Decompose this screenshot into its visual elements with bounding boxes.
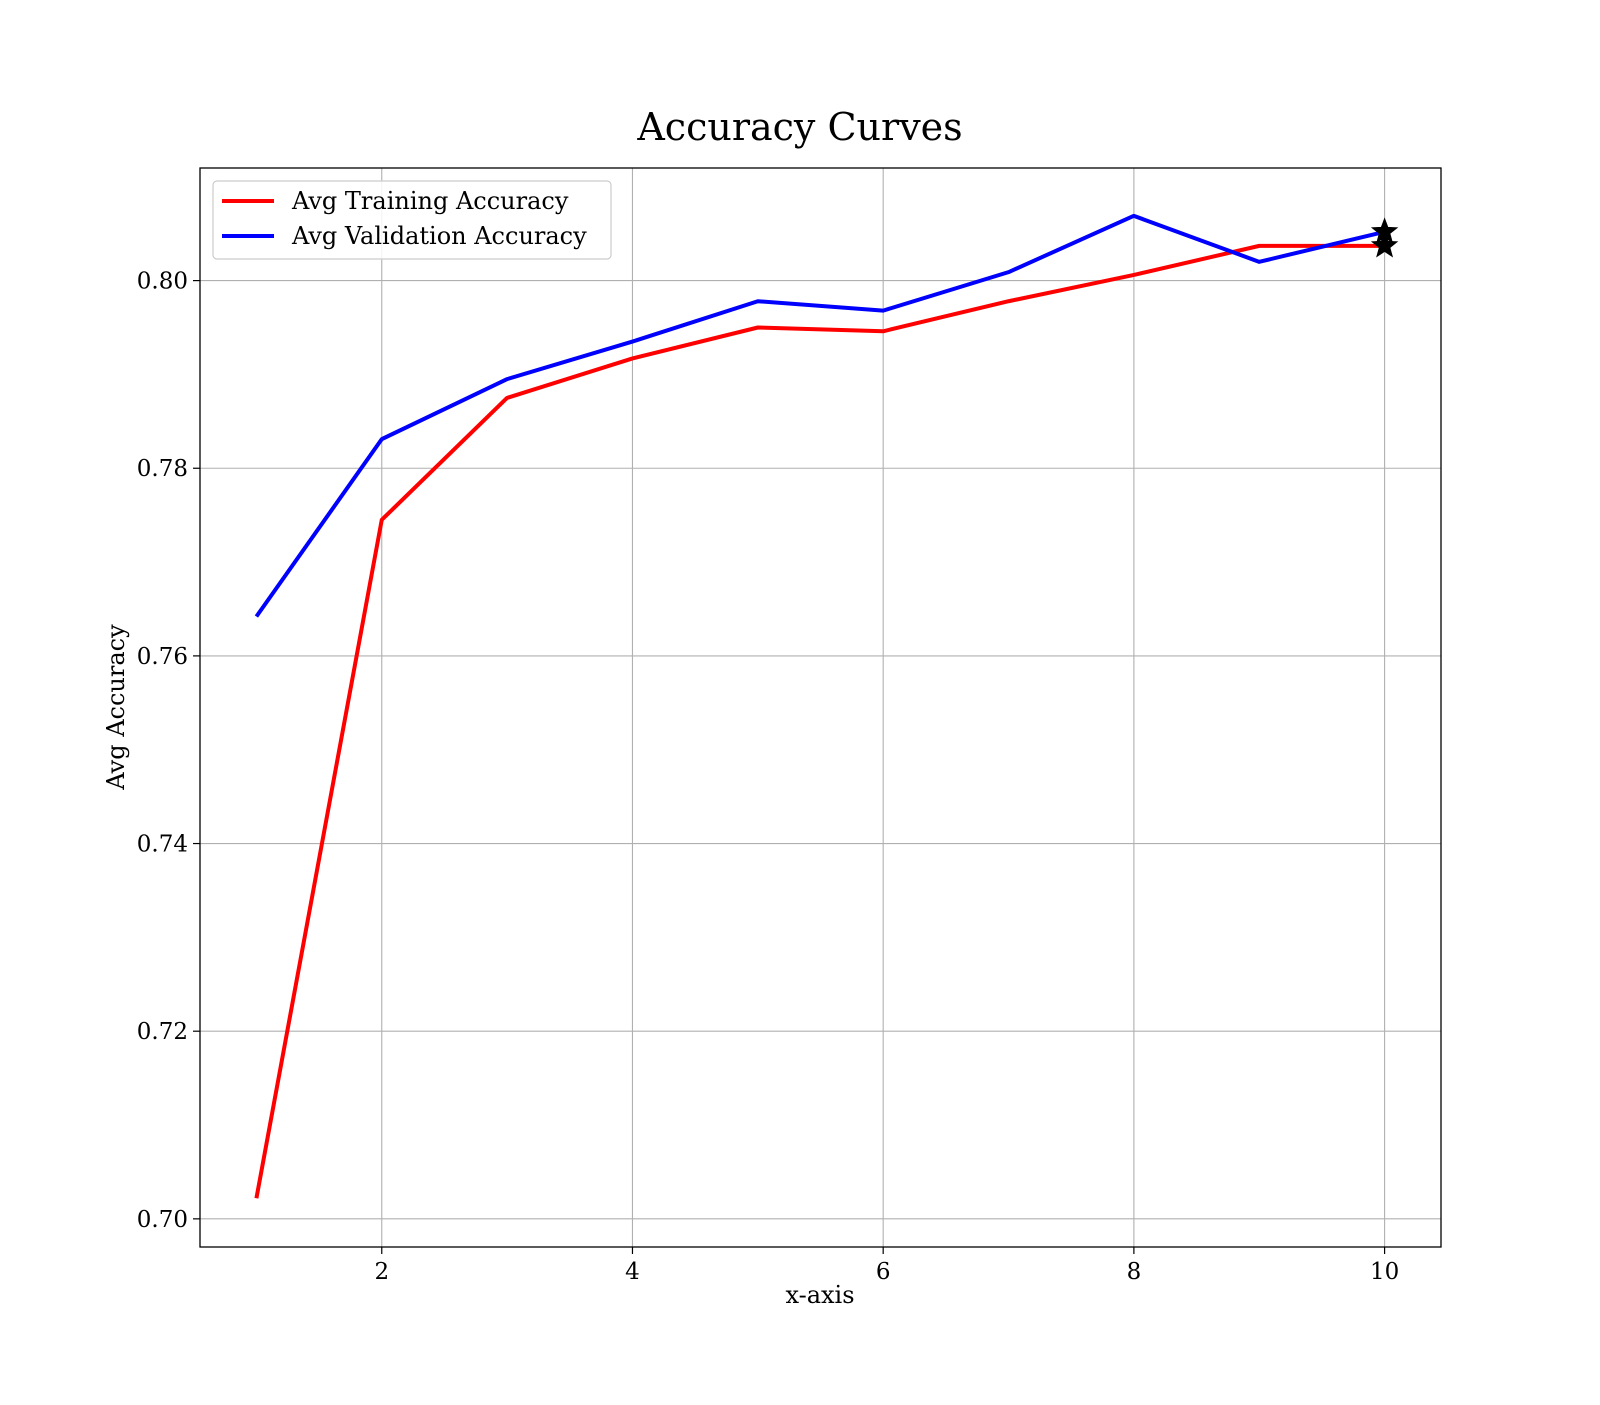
legend-label-training: Avg Training Accuracy <box>291 187 569 215</box>
grid <box>200 168 1441 1247</box>
y-tick-label: 0.74 <box>137 832 188 858</box>
x-tick-label: 6 <box>876 1259 891 1285</box>
y-tick-label: 0.72 <box>137 1019 188 1045</box>
y-tick-label: 0.70 <box>137 1207 188 1233</box>
legend: Avg Training Accuracy Avg Validation Acc… <box>212 180 612 260</box>
y-axis-label: Avg Accuracy <box>102 624 130 791</box>
y-tick-label: 0.76 <box>137 644 188 670</box>
x-tick-label: 8 <box>1127 1259 1142 1285</box>
x-ticks: 2 4 6 8 10 <box>374 1247 1399 1285</box>
validation-accuracy-line <box>254 213 1386 618</box>
series-lines <box>254 213 1386 1199</box>
y-tick-label: 0.80 <box>137 269 188 295</box>
x-tick-label: 4 <box>625 1259 640 1285</box>
legend-label-validation: Avg Validation Accuracy <box>291 222 587 250</box>
chart-title: Accuracy Curves <box>636 105 962 149</box>
plot-frame <box>199 167 1442 1248</box>
x-tick-label: 2 <box>374 1259 389 1285</box>
markers <box>1370 217 1399 258</box>
y-tick-label: 0.78 <box>137 456 188 482</box>
x-tick-label: 10 <box>1370 1259 1399 1285</box>
y-ticks: 0.70 0.72 0.74 0.76 0.78 0.80 <box>137 269 200 1233</box>
x-axis-label: x-axis <box>785 1281 854 1309</box>
star-marker <box>1370 231 1399 258</box>
star-marker <box>1370 217 1399 244</box>
legend-box <box>212 180 612 260</box>
training-accuracy-line <box>254 243 1385 1199</box>
